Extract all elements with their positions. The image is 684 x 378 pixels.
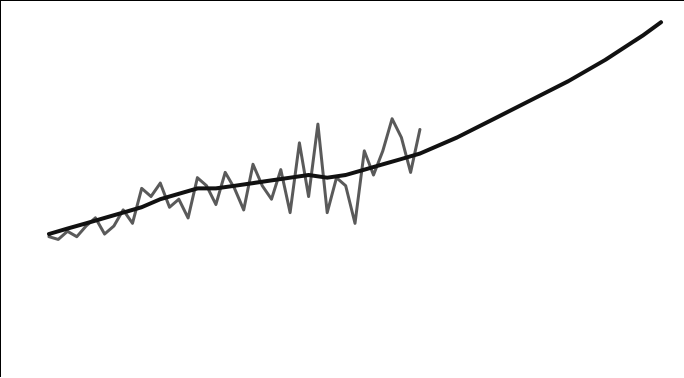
series-line-1: [47, 117, 422, 241]
series-layer: [47, 20, 663, 241]
series-line-2: [47, 20, 663, 236]
